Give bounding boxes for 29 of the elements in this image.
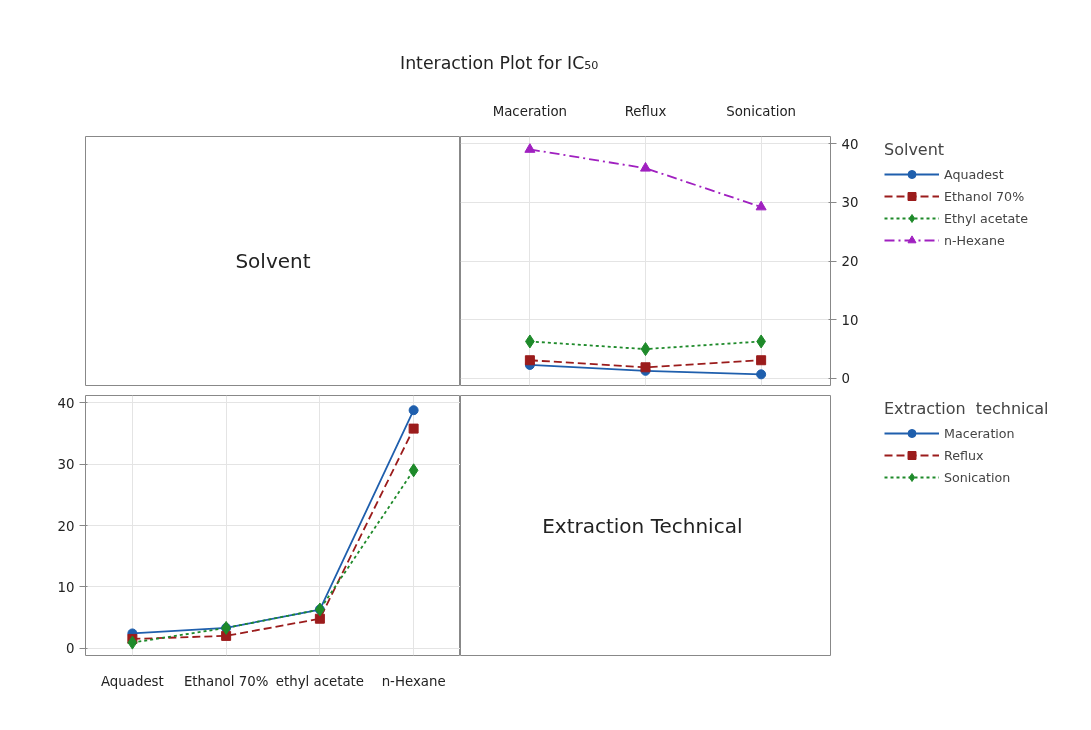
x-tick-label: ethyl acetate	[275, 673, 364, 689]
text: Solvent	[235, 249, 311, 273]
y-tick-label: 40	[841, 136, 859, 152]
y-tick-label: 0	[841, 371, 850, 387]
legend-label: Sonication	[944, 469, 1011, 485]
y-tick-label: 30	[841, 195, 859, 211]
y-tick-label: 40	[57, 395, 75, 411]
y-tick-label: 10	[841, 312, 859, 328]
x-tick-label: Ethanol 70%	[183, 673, 269, 689]
x-tick-label: Aquadest	[100, 673, 164, 689]
x-tick-label: Sonication	[726, 103, 797, 119]
x-tick-label: Reflux	[624, 103, 667, 119]
y-tick-label: 0	[66, 641, 75, 657]
x-tick-label: n-Hexane	[381, 673, 446, 689]
text: Interaction Plot for IC₅₀	[400, 52, 599, 73]
y-tick-label: 30	[57, 457, 75, 473]
legend-label: n-Hexane	[944, 232, 1005, 248]
legend-title: Solvent	[884, 140, 946, 159]
legend-label: Reflux	[944, 447, 984, 463]
y-tick-label: 10	[57, 579, 75, 595]
legend-label: Maceration	[944, 425, 1015, 441]
x-tick-label: Maceration	[492, 103, 568, 119]
legend-label: Ethanol 70%	[944, 188, 1025, 204]
y-tick-label: 20	[57, 518, 75, 534]
legend-label: Ethyl acetate	[944, 210, 1028, 226]
text: Extraction Technical	[542, 513, 743, 538]
legend-label: Aquadest	[944, 166, 1004, 182]
y-tick-label: 20	[841, 254, 859, 269]
legend-title: Extraction technical	[884, 399, 1049, 418]
